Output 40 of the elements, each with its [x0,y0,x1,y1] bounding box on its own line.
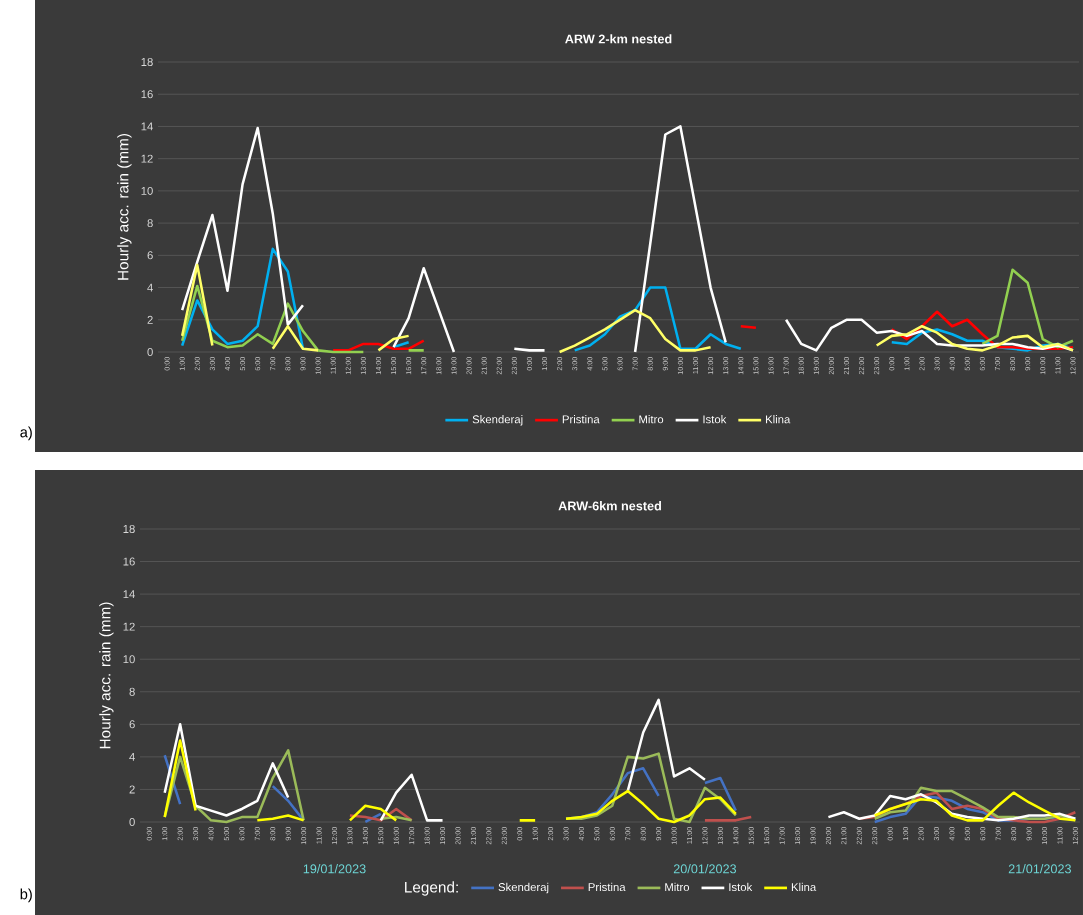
text: b) [20,888,32,903]
y-tick-label: 8 [147,219,153,228]
y-tick-label: 18 [141,57,153,66]
legend-label: Pristina [588,882,626,892]
y-axis-title: Hourly acc. rain (mm) [117,133,132,280]
y-tick-label: 6 [129,720,135,729]
y-tick-label: 2 [129,785,135,794]
legend-label: Klina [766,415,791,424]
y-tick-label: 14 [141,122,153,131]
y-tick-label: 0 [129,817,135,826]
legend-label: Skenderaj [472,415,523,426]
y-axis-title: Hourly acc. rain (mm) [99,602,114,749]
y-tick-label: 18 [123,524,135,533]
legend-title: Legend: [405,881,458,896]
text: 21/01/2023 [1008,864,1071,874]
legend-label: Istok [729,882,753,892]
y-tick-label: 16 [141,90,153,99]
text: 20/01/2023 [673,864,737,874]
y-tick-label: 10 [123,655,135,664]
text: a) [20,426,32,441]
chart-title: ARW-6km nested [558,501,661,511]
legend-label: Klina [791,882,817,892]
chart-title: ARW 2-km nested [565,34,672,44]
legend-label: Mitro [639,415,664,424]
legend-label: Pristina [562,415,600,424]
legend-label: Skenderaj [498,882,549,894]
text: 19/01/2023 [303,864,366,874]
y-tick-label: 0 [147,347,153,356]
y-tick-label: 2 [147,315,153,324]
y-tick-label: 4 [147,283,153,292]
y-tick-label: 12 [141,154,153,163]
y-tick-label: 16 [123,557,135,566]
y-tick-label: 4 [129,752,135,761]
y-tick-label: 6 [147,251,153,260]
y-tick-label: 8 [129,687,135,696]
y-tick-label: 14 [123,590,135,598]
y-tick-label: 10 [141,186,153,195]
y-tick-label: 12 [123,622,135,631]
legend-label: Mitro [665,882,690,892]
legend-label: Istok [703,415,727,424]
